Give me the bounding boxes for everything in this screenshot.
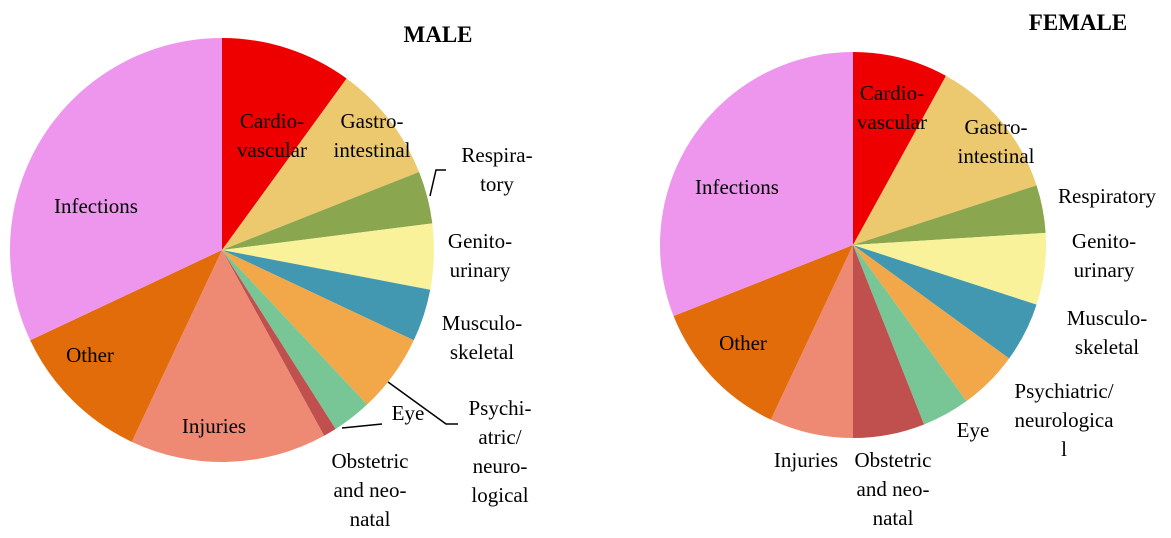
slice-label: natal xyxy=(873,506,914,530)
slice-label: and neo- xyxy=(334,478,407,502)
chart-title: MALE xyxy=(404,22,473,47)
pie-slice xyxy=(222,250,368,429)
slice-label: Injuries xyxy=(182,414,246,438)
slice-label: Obstetric xyxy=(332,449,409,473)
slice-label: Genito- xyxy=(1072,229,1136,253)
slice-label: skeletal xyxy=(1075,335,1139,359)
slice-label: Other xyxy=(719,331,767,355)
slice-label: vascular xyxy=(237,138,307,162)
slice-label: intestinal xyxy=(958,144,1035,168)
pie-slice xyxy=(222,250,336,436)
slice-label: natal xyxy=(350,507,391,531)
slice-label: logical xyxy=(471,483,528,507)
pie-slice xyxy=(660,52,853,317)
slice-label: skeletal xyxy=(450,340,514,364)
slice-label: Cardio- xyxy=(860,81,924,105)
slice-label: Musculo- xyxy=(1067,306,1148,330)
chart-title: FEMALE xyxy=(1029,10,1127,35)
pie-slice xyxy=(853,245,925,438)
pie-slice xyxy=(853,52,946,245)
slice-label: Gastro- xyxy=(965,115,1028,139)
pie-slice xyxy=(222,171,433,250)
slice-label: Respiratory xyxy=(1058,184,1156,208)
slice-label: Eye xyxy=(957,418,990,442)
slice-label: Obstetric xyxy=(855,448,932,472)
leader-line xyxy=(387,381,458,425)
pie-slice xyxy=(222,250,414,405)
slice-label: Infections xyxy=(54,194,138,218)
pie-slice xyxy=(673,245,853,420)
leader-line xyxy=(341,423,383,429)
pie-slice xyxy=(853,245,1037,359)
slice-label: atric/ xyxy=(478,425,521,449)
leader-line xyxy=(429,169,446,197)
slice-label: Injuries xyxy=(774,448,838,472)
pie-slice xyxy=(853,245,967,425)
slice-label: Cardio- xyxy=(240,109,304,133)
slice-label: Psychi- xyxy=(469,396,532,420)
pie-slice xyxy=(853,75,1037,246)
slice-label: Gastro- xyxy=(341,109,404,133)
slice-label: Respira- xyxy=(461,143,532,167)
slice-label: Other xyxy=(66,343,114,367)
pie-slice xyxy=(853,245,1010,402)
pie-slice xyxy=(30,250,222,442)
pie-slice xyxy=(853,232,1046,305)
pie-slice xyxy=(131,250,325,463)
slice-label: vascular xyxy=(857,110,927,134)
slice-label: l xyxy=(1061,437,1067,461)
pie-slice xyxy=(222,38,347,250)
slice-label: urinary xyxy=(1074,258,1135,282)
pie-slice xyxy=(770,245,853,438)
slice-label: Musculo- xyxy=(442,311,523,335)
pie-slice xyxy=(9,38,223,341)
slice-label: neurologica xyxy=(1014,408,1114,432)
slice-label: neuro- xyxy=(473,454,528,478)
slice-label: Genito- xyxy=(448,229,512,253)
slice-label: and neo- xyxy=(857,477,930,501)
slice-label: tory xyxy=(480,172,514,196)
slice-label: Infections xyxy=(695,175,779,199)
slice-label: intestinal xyxy=(334,138,411,162)
pie-slice xyxy=(222,250,431,341)
slice-label: urinary xyxy=(450,258,511,282)
pie-slice xyxy=(222,223,434,290)
pie-slice xyxy=(222,78,420,250)
slice-label: Psychiatric/ xyxy=(1014,379,1113,403)
pie-slice xyxy=(853,185,1046,245)
